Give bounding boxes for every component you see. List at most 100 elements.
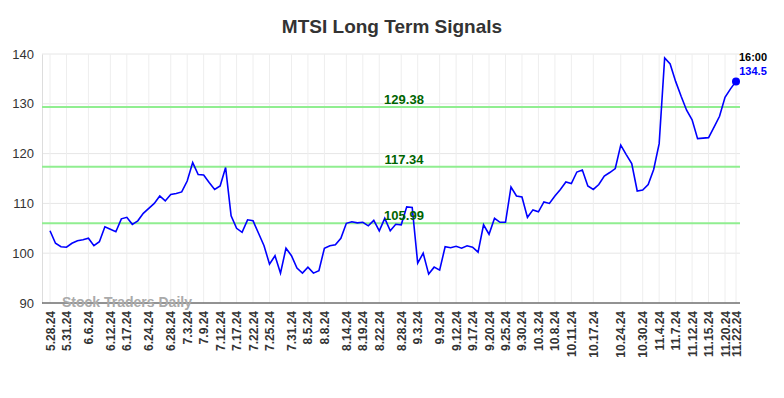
last-value-label: 134.5 (739, 65, 767, 77)
grid-line (708, 54, 709, 303)
x-tick: 8.8.24 (318, 303, 332, 344)
x-tick-label: 6.28.24 (164, 311, 178, 351)
grid-line (379, 54, 380, 303)
grid-line (346, 54, 347, 303)
y-tick-label: 110 (13, 196, 34, 211)
x-tick: 8.19.24 (356, 303, 370, 351)
x-tick: 7.25.24 (263, 303, 277, 351)
x-tick: 5.28.24 (44, 303, 58, 351)
x-tick-label: 10.17.24 (587, 311, 601, 358)
series (50, 58, 740, 274)
grid-line (538, 54, 539, 303)
x-tick: 7.12.24 (214, 303, 228, 351)
x-tick: 8.28.24 (395, 303, 409, 351)
x-tick-label: 9.30.24 (515, 311, 529, 351)
x-tick-label: 7.3.24 (181, 311, 195, 345)
x-tick-label: 6.17.24 (120, 311, 134, 351)
y-tick-label: 90 (20, 296, 34, 311)
y-axis-line (42, 55, 43, 304)
x-tick: 9.25.24 (499, 303, 513, 351)
x-tick-label: 6.24.24 (142, 311, 156, 351)
y-tick-label: 130 (12, 96, 34, 111)
x-tick: 9.30.24 (515, 303, 529, 351)
x-tick-label: 10.3.24 (532, 311, 546, 351)
grid-line (659, 54, 660, 303)
grid-line (620, 54, 621, 303)
grid (42, 54, 740, 303)
x-tick-label: 11.7.24 (669, 311, 683, 351)
x-tick: 7.9.24 (197, 303, 211, 344)
grid-line (456, 54, 457, 303)
x-tick-label: 11.15.24 (702, 311, 716, 357)
x-tick: 9.3.24 (411, 303, 425, 344)
x-tick: 10.17.24 (587, 303, 601, 358)
x-tick: 10.3.24 (532, 303, 546, 351)
chart: 901001101201301405.28.245.31.246.6.246.1… (0, 0, 784, 398)
x-tick: 9.12.24 (450, 303, 464, 351)
price-line (50, 58, 736, 274)
x-tick-label: 10.24.24 (614, 311, 628, 358)
grid-line (642, 54, 643, 303)
x-tick-label: 6.6.24 (82, 311, 96, 345)
grid-line (253, 54, 254, 303)
title: MTSI Long Term Signals (282, 16, 502, 37)
x-tick-label: 11.4.24 (653, 311, 667, 351)
x-tick-label: 8.22.24 (373, 311, 387, 351)
x-tick-label: 7.31.24 (285, 311, 299, 351)
x-tick: 9.9.24 (433, 303, 447, 344)
y-tick: 130 (12, 96, 42, 111)
grid-line (505, 54, 506, 303)
x-tick: 10.11.24 (565, 303, 579, 357)
y-tick: 120 (12, 146, 42, 161)
level-label: 105.99 (384, 208, 424, 223)
x-tick-label: 8.14.24 (340, 311, 354, 351)
x-axis: 5.28.245.31.246.6.246.12.246.17.246.24.2… (42, 303, 744, 358)
grid-line (66, 54, 67, 303)
time-label: 16:00 (739, 51, 767, 63)
y-tick: 100 (12, 246, 42, 261)
x-tick: 8.22.24 (373, 303, 387, 351)
x-tick-label: 8.28.24 (395, 311, 409, 351)
x-tick-label: 8.8.24 (318, 311, 332, 345)
x-tick: 11.7.24 (669, 303, 683, 350)
grid-line (554, 54, 555, 303)
grid-line (236, 54, 237, 303)
grid-line (362, 54, 363, 303)
grid-line (88, 54, 89, 303)
x-tick: 9.20.24 (483, 303, 497, 351)
grid-line (203, 54, 204, 303)
x-tick-label: 7.12.24 (214, 311, 228, 351)
y-tick: 90 (20, 296, 42, 311)
x-tick-label: 9.20.24 (483, 311, 497, 351)
grid-line (170, 54, 171, 303)
x-tick-label: 11.12.24 (686, 311, 700, 357)
x-tick-label: 7.22.24 (247, 311, 261, 351)
grid-line (42, 54, 740, 55)
x-tick: 10.8.24 (548, 303, 562, 351)
x-tick-label: 9.3.24 (411, 311, 425, 345)
x-tick-label: 10.30.24 (636, 311, 650, 358)
x-tick: 10.30.24 (636, 303, 650, 358)
grid-line (291, 54, 292, 303)
x-tick: 6.12.24 (104, 303, 118, 351)
x-tick-label: 9.17.24 (466, 311, 480, 351)
grid-line (307, 54, 308, 303)
x-tick: 7.31.24 (285, 303, 299, 351)
grid-line (148, 54, 149, 303)
x-tick: 6.28.24 (164, 303, 178, 351)
grid-line (736, 54, 737, 303)
y-tick-label: 100 (12, 246, 34, 261)
grid-line (725, 54, 726, 303)
grid-line (324, 54, 325, 303)
x-tick-label: 11.22.24 (730, 311, 744, 357)
y-axis: 90100110120130140 (12, 47, 42, 311)
x-tick: 11.15.24 (702, 303, 716, 357)
x-tick: 11.12.24 (686, 303, 700, 357)
level-label: 129.38 (384, 92, 424, 107)
grid-line (472, 54, 473, 303)
x-tick-label: 10.8.24 (548, 311, 562, 351)
y-tick: 110 (13, 196, 42, 211)
x-tick: 9.17.24 (466, 303, 480, 351)
grid-line (593, 54, 594, 303)
x-tick: 6.24.24 (142, 303, 156, 351)
